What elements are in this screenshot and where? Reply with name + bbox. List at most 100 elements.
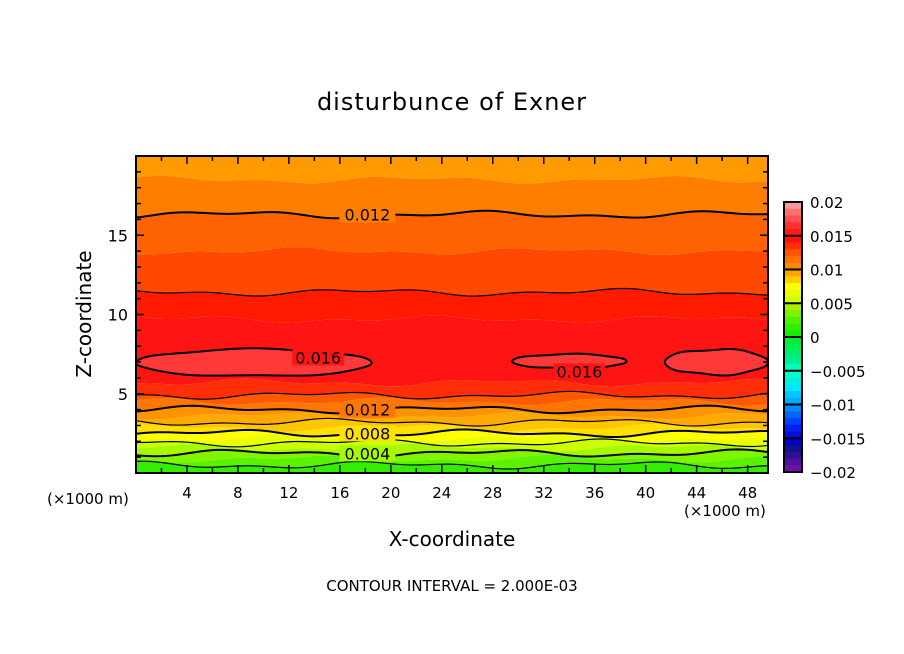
x-tick-label: 48 [738,484,757,502]
colorbar-frame [783,201,803,473]
colorbar-swatch [784,445,802,453]
x-tick-label: 20 [381,484,400,502]
contour-label-bg [339,425,396,442]
contour-fill-band [136,443,768,458]
colorbar-tick-label: 0.02 [810,194,843,212]
colorbar-swatch [784,411,802,419]
contour-fill-band [136,454,768,470]
contour-line [136,209,768,220]
contour-line [136,460,768,470]
colorbar-swatch [784,289,802,297]
colorbar-tick-label: 0.015 [810,228,853,246]
colorbar-swatch [784,323,802,331]
colorbar-swatch [784,343,802,351]
contour-line [136,404,768,415]
colorbar-swatch [784,391,802,399]
colorbar-swatch [784,357,802,365]
colorbar-swatch [784,229,802,237]
chart-title: disturbunce of Exner [316,88,588,116]
colorbar-swatch [784,404,802,412]
x-tick-label: 28 [483,484,502,502]
colorbar-swatch [784,424,802,432]
colorbar-swatch [784,418,802,426]
contour-interval-note: CONTOUR INTERVAL = 2.000E-03 [326,577,578,595]
colorbar-swatch [784,350,802,358]
contour-fill-band [136,423,768,438]
contour-line [136,448,768,459]
contour-fill-band [136,429,768,443]
contour-line [136,287,768,297]
colorbar-swatch [784,458,802,466]
colorbar-swatch [784,364,802,372]
contour-label: 0.004 [344,444,390,463]
contour-label-bg [553,363,606,380]
colorbar-swatch [784,377,802,385]
colorbar-swatch [784,249,802,257]
contour-label: 0.016 [295,348,341,367]
colorbar-swatch [784,337,802,345]
contour-label: 0.012 [344,401,390,420]
x-tick-label: 40 [636,484,655,502]
colorbar-swatch [784,316,802,324]
x-tick-label: 24 [432,484,451,502]
contour-line [136,438,768,448]
contour-label-bg [292,349,345,366]
colorbar-swatch [784,235,802,243]
colorbar-swatch [784,283,802,291]
contour-fill-band [136,156,768,184]
colorbar-swatch [784,431,802,439]
contour-fill-band [136,247,768,297]
colorbar-swatch [784,242,802,250]
contour-fill-band [136,175,768,219]
colorbar-swatch [784,208,802,216]
colorbar-swatch [784,465,802,473]
contour-fill-band [136,434,768,447]
contour-fill-band [136,461,768,473]
colorbar-swatch [784,202,802,210]
contour-fill-band [136,391,768,406]
y-tick-label: 10 [108,306,128,325]
colorbar-swatch [784,384,802,392]
colorbar-swatch [784,269,802,277]
x-tick-label: 4 [182,484,192,502]
colorbar-swatch [784,370,802,378]
colorbar-tick-label: −0.02 [810,464,856,482]
contour-fill-band [136,288,768,323]
x-axis-label: X-coordinate [388,527,516,551]
x-tick-label: 8 [233,484,243,502]
colorbar-tick-label: 0.005 [810,295,853,313]
x-unit-label-right: (×1000 m) [684,502,766,520]
x-tick-label: 16 [330,484,349,502]
colorbar-tick-label: 0.01 [810,262,843,280]
x-tick-label: 44 [687,484,706,502]
colorbar-tick-label: 0 [810,329,820,347]
x-tick-label: 32 [534,484,553,502]
contour-label: 0.008 [344,424,390,443]
colorbar-swatch [784,222,802,230]
colorbar-tick-label: −0.015 [810,430,866,448]
colorbar-swatch [784,303,802,311]
colorbar-swatch [784,256,802,264]
contour-label: 0.016 [557,363,603,382]
x-unit-label-left: (×1000 m) [47,490,129,508]
contour-fill-band [136,210,768,256]
colorbar-swatch [784,262,802,270]
y-tick-label: 5 [118,385,128,404]
x-tick-label: 36 [585,484,604,502]
contour-closed-0.016 [663,348,768,377]
contour-line [136,428,768,439]
contour-line [136,390,768,400]
y-tick-label: 15 [108,226,128,245]
colorbar-tick-label: −0.01 [810,397,856,415]
colorbar-swatch [784,438,802,446]
colorbar-tick-label: −0.005 [810,363,866,381]
contour-label: 0.012 [344,206,390,225]
x-tick-label: 12 [279,484,298,502]
contour-fill-band [136,411,768,427]
contour-label-bg [339,401,396,418]
contour-fill-band [136,405,768,420]
colorbar-swatch [784,215,802,223]
contour-line [136,417,768,427]
